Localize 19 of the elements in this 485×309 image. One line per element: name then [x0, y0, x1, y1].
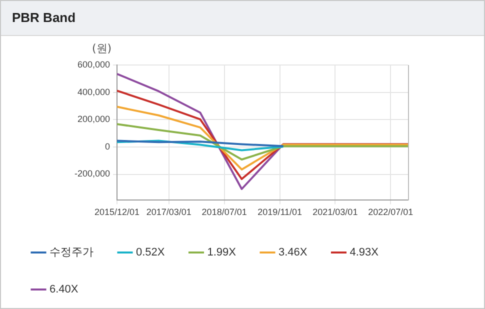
chart-title: PBR Band [12, 10, 76, 25]
x-tick-label: 2019/11/01 [258, 207, 302, 218]
legend-label: 수정주가 [50, 246, 94, 259]
legend-label: 4.93X [350, 246, 380, 259]
y-tick-label: 600,000 [77, 59, 110, 70]
legend-label: 1.99X [207, 246, 237, 259]
legend-label: 3.46X [278, 246, 308, 259]
legend-label: 6.40X [50, 284, 79, 296]
x-tick-label: 2015/12/01 [94, 207, 140, 218]
y-tick-label: 200,000 [77, 114, 110, 124]
x-tick-label: 2022/07/01 [368, 207, 414, 218]
y-axis-title: (원) [92, 41, 112, 56]
y-tick-label: 0 [104, 141, 110, 152]
x-tick-label: 2017/03/01 [146, 207, 192, 218]
y-tick-label: 400,000 [77, 86, 110, 97]
y-tick-label: -200,000 [74, 168, 110, 179]
x-tick-label: 2021/03/01 [312, 207, 358, 218]
x-tick-label: 2018/07/01 [202, 207, 247, 218]
legend-label: 0.52X [136, 246, 166, 259]
